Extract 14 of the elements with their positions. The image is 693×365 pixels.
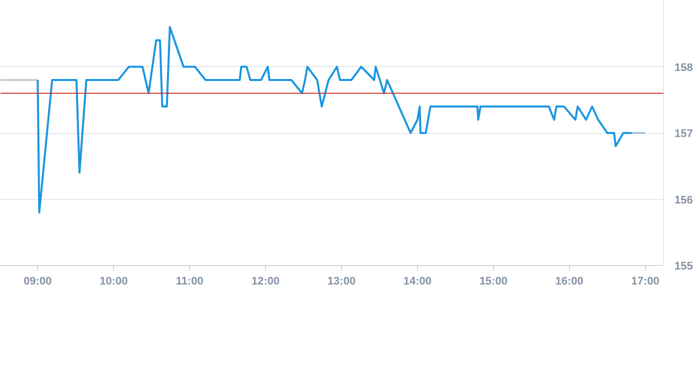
x-tick-label: 14:00 xyxy=(403,276,432,288)
y-tick-label: 158 xyxy=(674,62,693,74)
x-tick-label: 12:00 xyxy=(251,276,280,288)
x-tick-label: 15:00 xyxy=(479,276,508,288)
y-tick-label: 155 xyxy=(674,260,693,272)
x-tick-label: 09:00 xyxy=(24,276,52,288)
y-tick-label: 157 xyxy=(674,128,693,140)
x-tick-label: 10:00 xyxy=(100,276,128,288)
x-tick-label: 16:00 xyxy=(555,276,584,288)
x-tick-label: 13:00 xyxy=(327,276,356,288)
y-tick-label: 156 xyxy=(674,194,693,206)
line-series xyxy=(36,26,633,214)
x-tick-label: 17:00 xyxy=(631,276,660,288)
x-tick-label: 11:00 xyxy=(176,276,204,288)
